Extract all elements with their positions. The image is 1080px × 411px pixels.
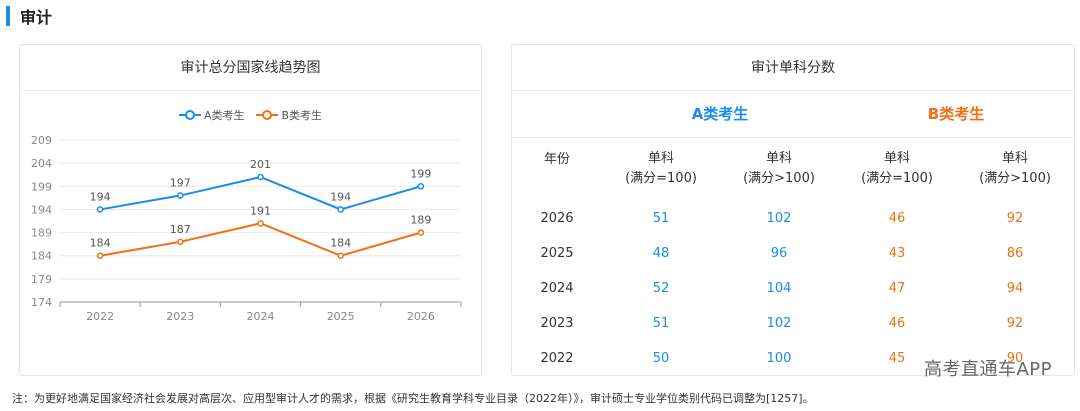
b1-cell: 47 [888, 281, 906, 296]
data-label: 197 [170, 177, 191, 190]
y-tick-label: 174 [31, 296, 52, 309]
section-accent-bar [6, 6, 10, 26]
column-header-a1: 单科 (满分=100) [625, 151, 697, 187]
a2-cell: 100 [766, 351, 792, 366]
year-cell: 2023 [540, 316, 574, 331]
b1-cell: 43 [888, 246, 906, 261]
legend-line-circle-icon [256, 110, 279, 120]
table-card-title: 审计单科分数 [512, 45, 1074, 91]
data-label: 189 [410, 214, 431, 227]
data-point [96, 206, 104, 213]
year-cell: 2022 [540, 351, 574, 366]
footnote: 注：为更好地满足国家经济社会发展对高层次、应用型审计人才的需求，根据《研究生教育… [12, 392, 814, 405]
table-row: 2023 51 102 46 92 [512, 306, 1074, 341]
score-table: A类考生 B类考生 年份 单科 (满分=100) 单科 (满分>100) 单科 (满分… [512, 91, 1074, 375]
year-cell: 2024 [540, 281, 574, 296]
data-label: 199 [410, 167, 431, 180]
chart-card-title: 审计总分国家线趋势图 [20, 45, 481, 91]
series-line-b [99, 222, 422, 257]
data-point [177, 192, 184, 199]
table-row: 2026 51 102 46 92 [512, 201, 1074, 236]
year-cell: 2026 [540, 211, 574, 226]
data-point [177, 238, 184, 246]
table-row: 2025 48 96 43 86 [512, 236, 1074, 271]
section-title: 审计 [20, 8, 53, 27]
a2-cell: 104 [766, 281, 792, 296]
column-header-a2: 单科 (满分>100) [743, 151, 815, 187]
group-header-b: B类考生 [838, 91, 1074, 138]
data-label: 184 [330, 237, 351, 250]
legend-item-a[interactable]: A类考生 [178, 107, 245, 123]
data-label: 187 [170, 223, 191, 236]
y-tick-label: 194 [31, 203, 52, 216]
b2-cell: 90 [1006, 351, 1024, 366]
chart-legend: A类考生 B类考生 [20, 107, 481, 123]
y-tick-label: 179 [31, 273, 52, 286]
data-label: 194 [330, 190, 351, 203]
b1-cell: 45 [888, 351, 906, 366]
data-point [417, 183, 425, 190]
b1-cell: 46 [888, 316, 906, 331]
x-tick-label: 2023 [166, 310, 194, 323]
a2-cell: 102 [766, 211, 792, 226]
x-tick-label: 2025 [327, 310, 355, 323]
section-header: 审计 [0, 5, 52, 27]
table-row: 2024 52 104 47 94 [512, 271, 1074, 306]
y-tick-label: 199 [31, 180, 52, 193]
b1-cell: 46 [888, 211, 906, 226]
data-point [337, 252, 344, 259]
data-label: 194 [90, 190, 111, 203]
table-row: 2022 50 100 45 90 [512, 341, 1074, 375]
legend-label-a: A类考生 [203, 109, 245, 122]
a1-cell: 52 [652, 281, 670, 296]
a2-cell: 102 [766, 316, 792, 331]
column-header-year: 年份 [543, 151, 570, 167]
a2-cell: 96 [770, 246, 788, 261]
table-group-row: A类考生 B类考生 [512, 91, 1074, 138]
a1-cell: 51 [652, 316, 670, 331]
app-watermark: 高考直通车APP [923, 359, 1052, 380]
y-tick-label: 204 [31, 157, 52, 170]
data-label: 201 [250, 158, 271, 171]
data-point [257, 173, 264, 181]
column-header-b2: 单科 (满分>100) [979, 151, 1051, 187]
y-tick-label: 209 [31, 134, 52, 147]
b2-cell: 86 [1006, 246, 1024, 261]
table-column-row: 年份 单科 (满分=100) 单科 (满分>100) 单科 (满分=100) 单科 (满… [512, 137, 1074, 201]
data-label: 184 [90, 237, 111, 250]
legend-item-b[interactable]: B类考生 [256, 107, 322, 123]
y-tick-label: 189 [31, 227, 52, 240]
a1-cell: 50 [652, 351, 670, 366]
trend-chart-card: 审计总分国家线趋势图 A类考生 B类考生 174 179 184 189 194 199 2… [19, 44, 482, 376]
legend-label-b: B类考生 [281, 109, 323, 122]
group-header-a: A类考生 [602, 91, 838, 138]
data-point [257, 220, 264, 227]
x-tick-label: 2026 [407, 310, 435, 323]
single-subject-card: 审计单科分数 A类考生 B类考生 年份 单科 (满分=100) 单科 (满分>100… [511, 44, 1075, 376]
b2-cell: 92 [1006, 316, 1024, 331]
x-tick-label: 2024 [247, 310, 275, 323]
data-label: 191 [250, 204, 271, 217]
a1-cell: 51 [652, 211, 670, 226]
a1-cell: 48 [652, 246, 670, 261]
b2-cell: 92 [1006, 211, 1024, 226]
x-tick-label: 2022 [86, 310, 114, 323]
y-tick-label: 184 [31, 250, 52, 263]
data-point [417, 229, 425, 236]
column-header-b1: 单科 (满分=100) [861, 151, 933, 187]
line-chart: 174 179 184 189 194 199 204 209 2022 2023 2024 2025… [31, 134, 462, 323]
legend-line-circle-icon [178, 110, 201, 120]
data-point [337, 206, 344, 213]
data-point [96, 252, 104, 259]
b2-cell: 94 [1006, 281, 1024, 296]
year-cell: 2025 [540, 246, 574, 261]
